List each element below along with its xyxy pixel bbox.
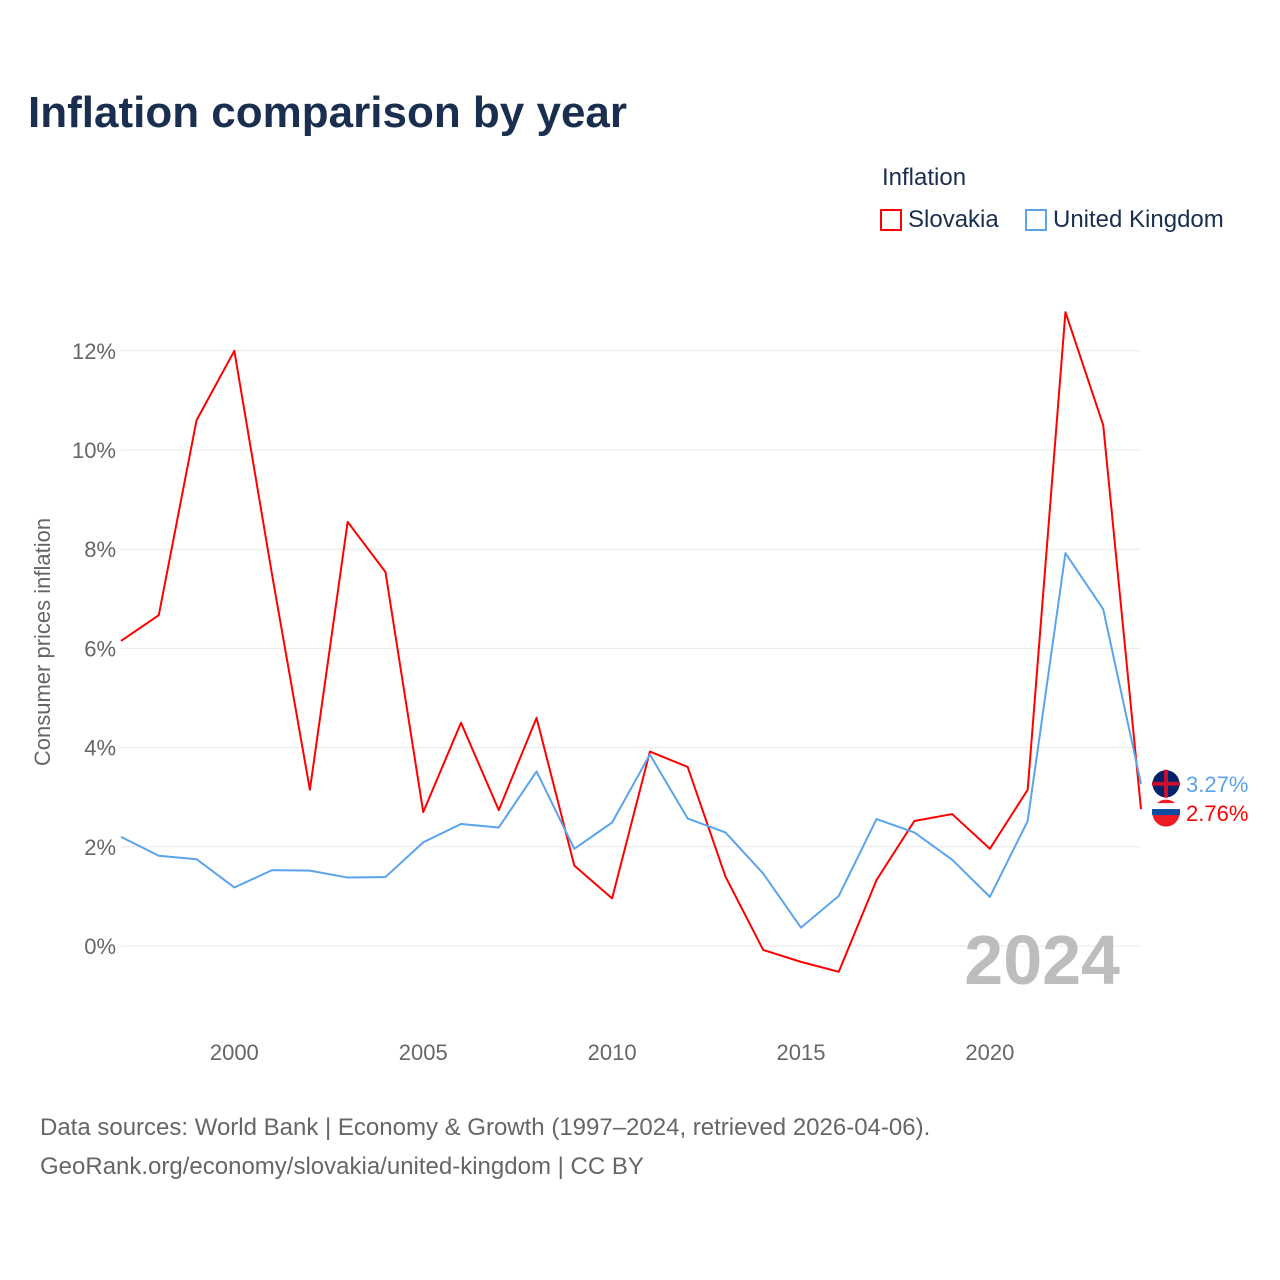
y-tick-label: 12%: [72, 339, 116, 364]
legend-label: United Kingdom: [1053, 206, 1224, 233]
year-watermark: 2024: [964, 921, 1120, 999]
flag-stripe: [1152, 809, 1180, 816]
y-tick-label: 8%: [84, 537, 116, 562]
x-tick-label: 2015: [777, 1040, 826, 1065]
y-axis-label: Consumer prices inflation: [30, 518, 55, 766]
legend-item-uk[interactable]: United Kingdom: [1025, 206, 1224, 234]
legend-item-slovakia[interactable]: Slovakia: [880, 206, 999, 234]
legend-swatch: [880, 209, 902, 231]
end-value-label: 2.76%: [1186, 801, 1248, 826]
uk-flag-cross: [1152, 769, 1180, 798]
y-tick-label: 0%: [84, 934, 116, 959]
source-line: Data sources: World Bank | Economy & Gro…: [40, 1114, 931, 1141]
legend-label: Slovakia: [908, 206, 999, 233]
source-link[interactable]: GeoRank.org/economy/slovakia/united-king…: [40, 1153, 644, 1180]
y-tick-label: 2%: [84, 835, 116, 860]
legend-swatch: [1025, 209, 1047, 231]
source-note: Data sources: World Bank | Economy & Gro…: [40, 1108, 930, 1186]
x-tick-label: 2000: [210, 1040, 259, 1065]
y-tick-label: 10%: [72, 438, 116, 463]
x-tick-label: 2005: [399, 1040, 448, 1065]
y-tick-label: 4%: [84, 736, 116, 761]
series-line-slovakia: [120, 311, 1142, 973]
flag-stripe: [1152, 803, 1180, 810]
end-value-label: 3.27%: [1186, 772, 1248, 797]
y-tick-label: 6%: [84, 636, 116, 661]
chart-title: Inflation comparison by year: [28, 88, 628, 137]
legend-title: Inflation: [882, 164, 967, 191]
x-tick-label: 2010: [588, 1040, 637, 1065]
x-tick-label: 2020: [965, 1040, 1014, 1065]
series-line-united-kingdom: [120, 552, 1142, 929]
